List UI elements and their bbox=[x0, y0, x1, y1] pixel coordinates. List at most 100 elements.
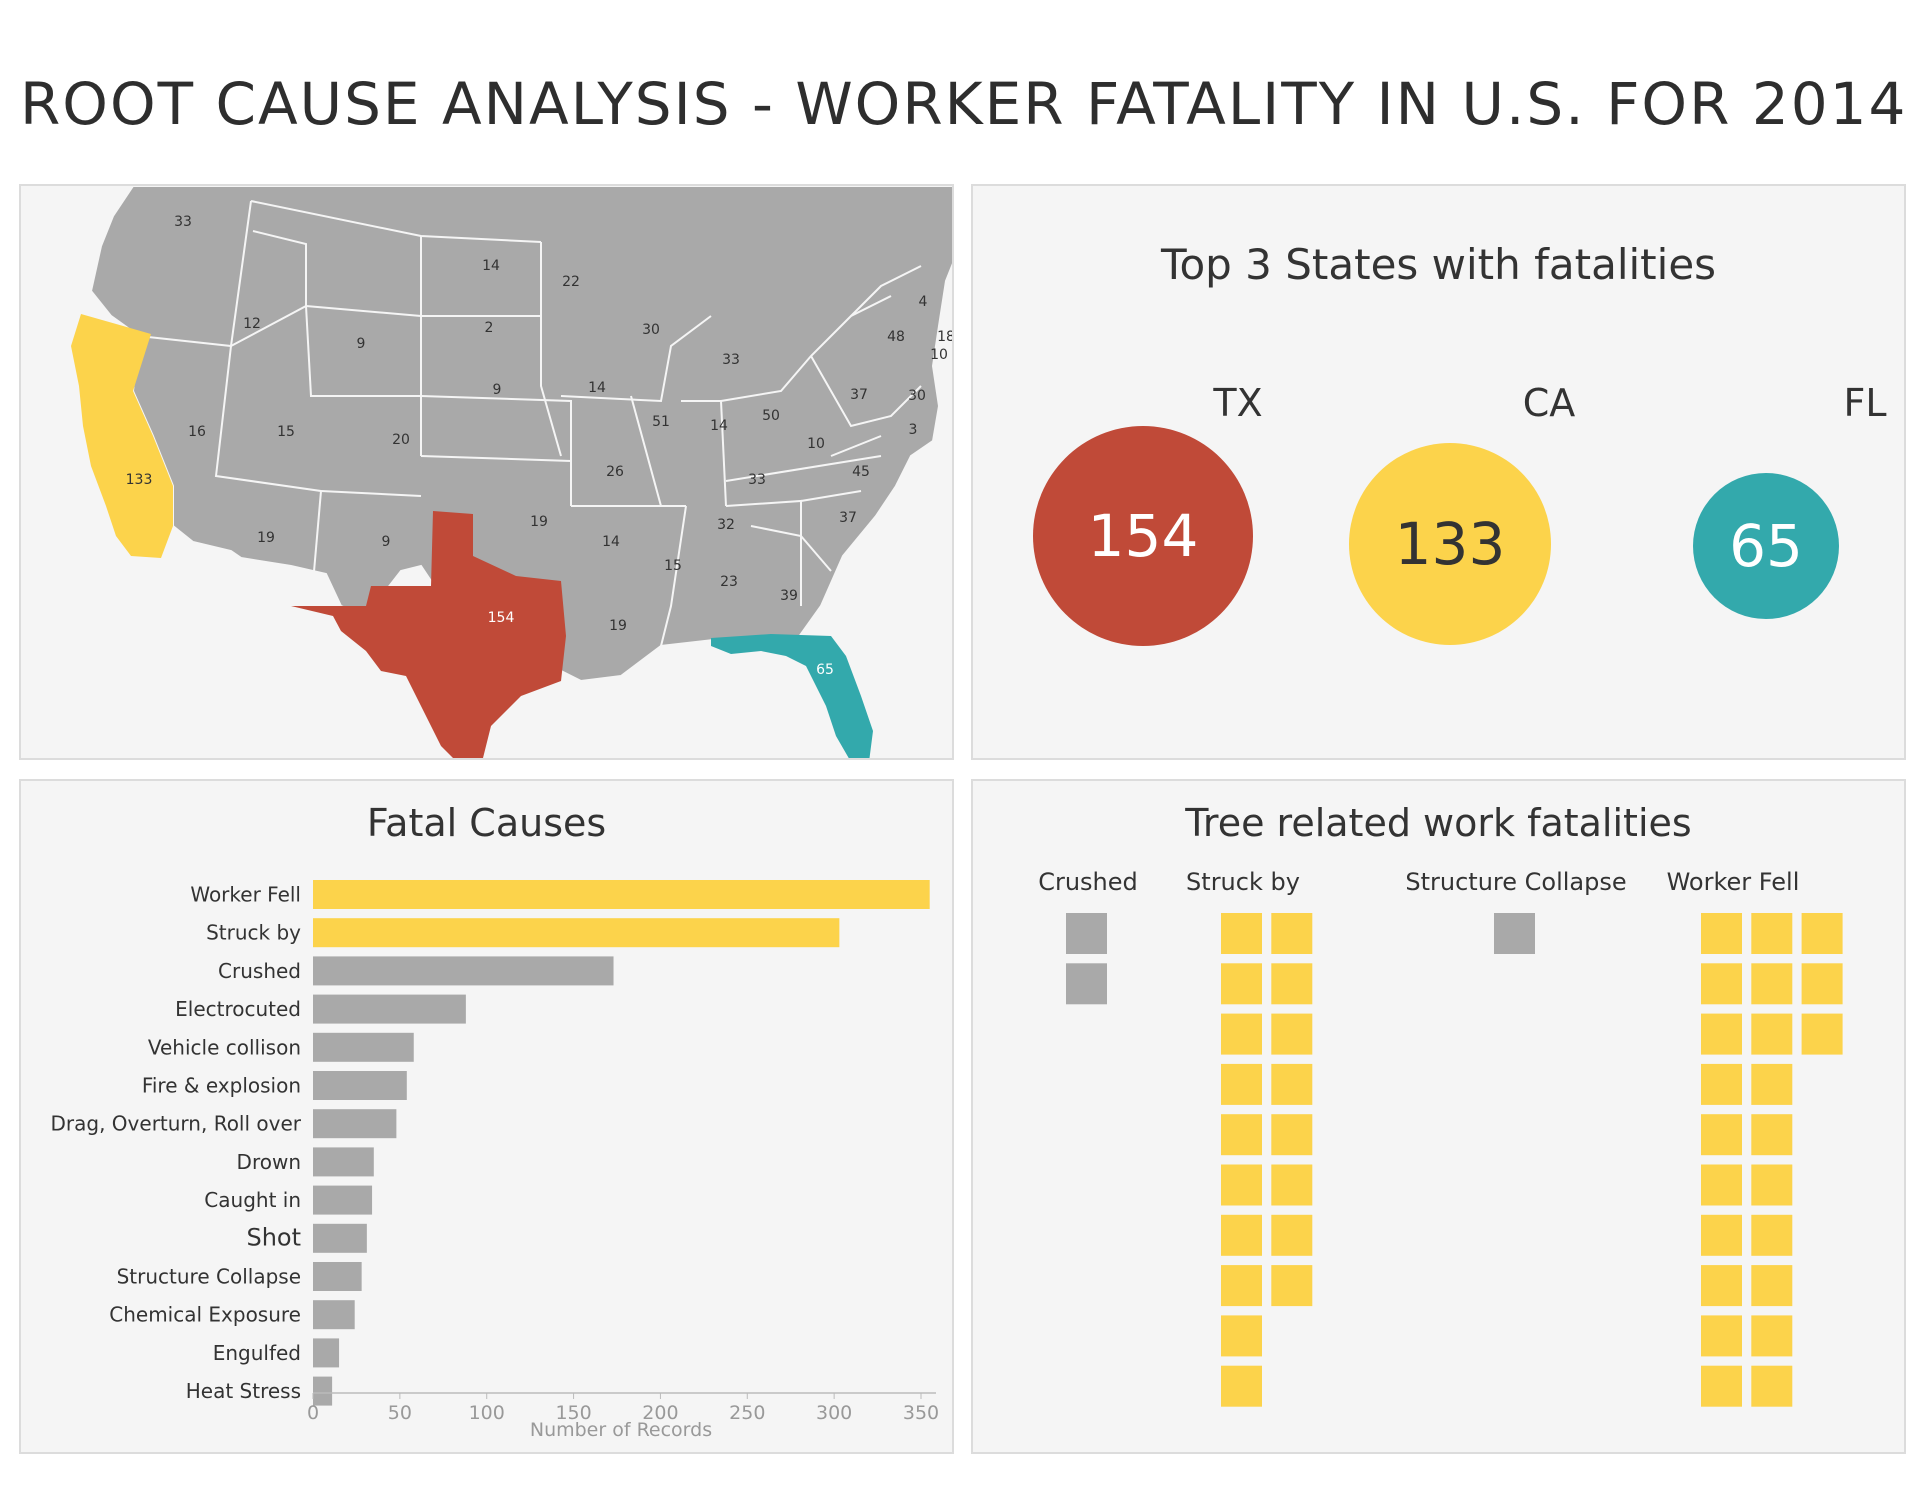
bar-chemical-exposure bbox=[313, 1300, 355, 1330]
map-label: 33 bbox=[722, 352, 740, 368]
map-label: 48 bbox=[887, 329, 905, 345]
tree-square bbox=[1221, 1315, 1262, 1357]
tree-square bbox=[1751, 963, 1793, 1005]
bubble-ca: 133 bbox=[1349, 443, 1551, 645]
tree-square bbox=[1751, 1365, 1793, 1407]
bar-shot bbox=[313, 1223, 367, 1253]
state-label-tx: TX bbox=[1213, 381, 1263, 425]
bubble-fl: 65 bbox=[1693, 473, 1839, 619]
bar-heat-stress bbox=[313, 1376, 333, 1406]
bar-struck-by bbox=[313, 918, 840, 948]
map-label: 19 bbox=[530, 514, 548, 530]
tree-column-label-crushed: Crushed bbox=[1038, 868, 1138, 896]
map-label: 14 bbox=[710, 418, 728, 434]
map-label: 14 bbox=[482, 258, 500, 274]
map-label: 15 bbox=[664, 558, 682, 574]
category-label: Worker Fell bbox=[190, 883, 301, 907]
tree-square bbox=[1271, 1214, 1313, 1256]
tree-square bbox=[1701, 1265, 1742, 1307]
map-label: 23 bbox=[720, 574, 738, 590]
x-tick-label: 300 bbox=[816, 1402, 852, 1424]
us-map: 33 14 22 12 9 2 30 33 48 4 18 10 9 14 37… bbox=[71, 186, 954, 758]
map-label: 50 bbox=[762, 408, 780, 424]
category-label: Struck by bbox=[206, 921, 301, 945]
tree-column-label-struck-by: Struck by bbox=[1186, 868, 1300, 896]
tree-square bbox=[1271, 1013, 1313, 1055]
tree-square bbox=[1801, 1013, 1843, 1055]
x-axis-label: Number of Records bbox=[530, 1419, 712, 1441]
map-label: 16 bbox=[188, 424, 206, 440]
texas-shape bbox=[291, 511, 566, 758]
tree-title: Tree related work fatalities bbox=[1185, 801, 1692, 845]
map-label: 10 bbox=[930, 347, 948, 363]
tree-square bbox=[1701, 1315, 1742, 1357]
tree-square bbox=[1751, 1315, 1793, 1357]
tree-square bbox=[1751, 1164, 1793, 1206]
map-label: 32 bbox=[717, 517, 735, 533]
x-tick-label: 200 bbox=[642, 1402, 678, 1424]
tree-waffle-chart bbox=[1066, 913, 1843, 1407]
category-label: Drag, Overturn, Roll over bbox=[51, 1112, 302, 1136]
map-label: 20 bbox=[392, 432, 410, 448]
map-label: 9 bbox=[357, 336, 366, 352]
tree-square bbox=[1701, 1013, 1742, 1055]
tree-square bbox=[1271, 1114, 1313, 1156]
tree-square bbox=[1701, 1114, 1742, 1156]
fatal-causes-panel: Fatal Causes Worker Fell Struck by Crushed… bbox=[19, 779, 954, 1454]
tree-square bbox=[1751, 1013, 1793, 1055]
tree-square bbox=[1801, 913, 1843, 954]
us-map-panel: 33 14 22 12 9 2 30 33 48 4 18 10 9 14 37… bbox=[19, 184, 954, 760]
map-label: 14 bbox=[588, 380, 606, 396]
tree-square bbox=[1751, 1114, 1793, 1156]
tree-square bbox=[1221, 1365, 1262, 1407]
map-label: 154 bbox=[488, 610, 515, 626]
map-base-gray bbox=[89, 186, 952, 683]
x-tick-label: 0 bbox=[307, 1402, 319, 1424]
tree-square bbox=[1066, 913, 1107, 954]
map-label: 4 bbox=[919, 294, 928, 310]
state-label-ca: CA bbox=[1522, 381, 1576, 425]
category-label: Crushed bbox=[218, 959, 301, 983]
florida-shape bbox=[711, 634, 873, 758]
map-label: 10 bbox=[807, 436, 825, 452]
map-label: 51 bbox=[652, 414, 670, 430]
bar-vehicle-collison bbox=[313, 1032, 414, 1062]
tree-square bbox=[1271, 1063, 1313, 1105]
tree-square bbox=[1221, 1063, 1262, 1105]
tree-square bbox=[1271, 963, 1313, 1005]
tree-square bbox=[1701, 963, 1742, 1005]
map-label: 12 bbox=[243, 316, 261, 332]
map-label: 39 bbox=[780, 588, 798, 604]
page-title: ROOT CAUSE ANALYSIS - WORKER FATALITY IN… bbox=[20, 70, 1908, 138]
bar-crushed bbox=[313, 956, 614, 986]
tree-square bbox=[1701, 913, 1742, 954]
tree-square bbox=[1221, 1164, 1262, 1206]
tree-square bbox=[1221, 1114, 1262, 1156]
map-label: 9 bbox=[382, 534, 391, 550]
x-tick-label: 150 bbox=[555, 1402, 591, 1424]
tree-square bbox=[1221, 963, 1262, 1005]
tree-square bbox=[1271, 913, 1313, 954]
category-label: Engulfed bbox=[213, 1341, 301, 1365]
bar-caught-in bbox=[313, 1185, 373, 1215]
category-label: Chemical Exposure bbox=[109, 1303, 301, 1327]
map-label: 18 bbox=[937, 329, 954, 345]
category-label: Electrocuted bbox=[175, 997, 301, 1021]
tree-square bbox=[1271, 1164, 1313, 1206]
map-label: 19 bbox=[257, 530, 275, 546]
bar-electrocuted bbox=[313, 994, 466, 1024]
map-label: 15 bbox=[277, 424, 295, 440]
bubble-value-tx: 154 bbox=[1087, 502, 1199, 570]
state-label-fl: FL bbox=[1843, 381, 1887, 425]
category-label: Structure Collapse bbox=[117, 1265, 301, 1289]
bar-drown bbox=[313, 1147, 374, 1177]
tree-square bbox=[1701, 1164, 1742, 1206]
map-label: 14 bbox=[602, 534, 620, 550]
map-label: 37 bbox=[850, 387, 868, 403]
bar-engulfed bbox=[313, 1338, 340, 1368]
map-label: 19 bbox=[609, 618, 627, 634]
tree-square bbox=[1751, 1214, 1793, 1256]
map-label: 65 bbox=[816, 662, 834, 678]
map-label: 133 bbox=[126, 472, 153, 488]
causes-title: Fatal Causes bbox=[366, 801, 607, 845]
